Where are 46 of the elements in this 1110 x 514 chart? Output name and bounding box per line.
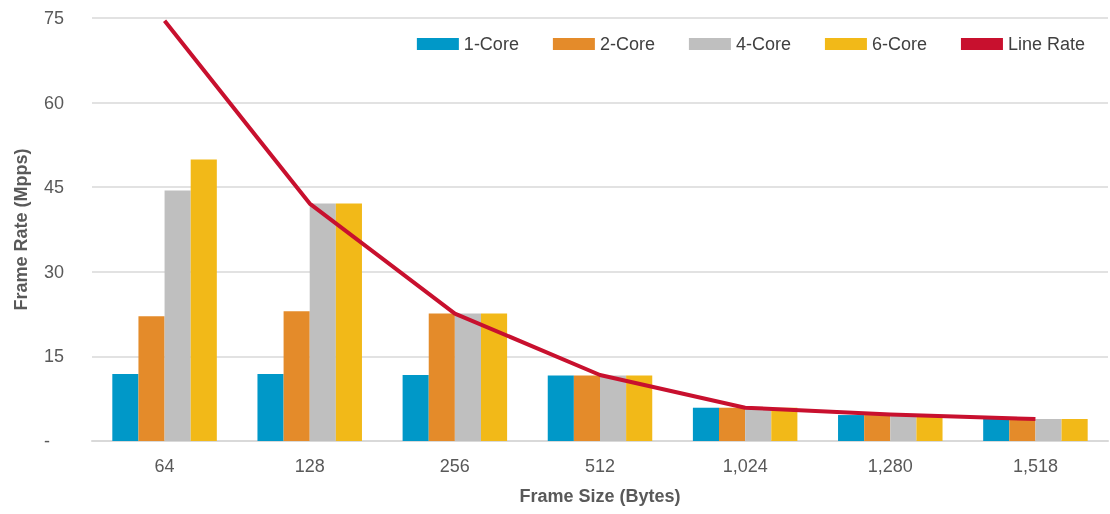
bar bbox=[600, 375, 627, 441]
bar bbox=[1061, 419, 1088, 441]
bar bbox=[838, 415, 865, 441]
legend-label: 1-Core bbox=[463, 34, 519, 54]
bar bbox=[626, 375, 653, 441]
x-tick-label: 512 bbox=[584, 456, 616, 476]
y-tick-label: 75 bbox=[44, 8, 65, 28]
bar bbox=[864, 415, 891, 441]
y-tick-label: 30 bbox=[44, 261, 65, 282]
bar bbox=[745, 407, 772, 441]
x-tick-label: 256 bbox=[439, 456, 470, 476]
bar bbox=[335, 203, 362, 441]
bar bbox=[983, 419, 1010, 441]
bar bbox=[402, 375, 429, 441]
y-tick-label: 45 bbox=[44, 177, 65, 198]
y-tick-label: 60 bbox=[44, 92, 65, 113]
bar bbox=[257, 373, 284, 441]
bar bbox=[547, 375, 574, 441]
bar bbox=[1035, 419, 1062, 441]
bar bbox=[454, 313, 481, 441]
bar bbox=[890, 415, 917, 441]
x-axis-title: Frame Size (Bytes) bbox=[519, 486, 681, 506]
legend-label: 4-Core bbox=[735, 34, 791, 54]
bar bbox=[283, 311, 310, 441]
bar bbox=[138, 316, 165, 441]
x-tick-label: 1,024 bbox=[722, 456, 768, 476]
bar bbox=[309, 203, 336, 441]
legend-label: 2-Core bbox=[599, 34, 655, 54]
bar bbox=[719, 407, 746, 441]
bar bbox=[428, 313, 455, 441]
bar bbox=[112, 373, 139, 441]
y-axis-title: Frame Rate (Mpps) bbox=[11, 148, 31, 311]
bar bbox=[190, 159, 217, 441]
x-tick-label: 1,280 bbox=[867, 456, 913, 476]
bar bbox=[164, 190, 191, 441]
bar bbox=[1009, 419, 1036, 441]
x-tick-label: 128 bbox=[294, 456, 325, 476]
bar bbox=[692, 407, 720, 441]
y-tick-label: - bbox=[44, 431, 50, 451]
legend-label: Line Rate bbox=[1007, 34, 1086, 54]
bar bbox=[573, 375, 600, 441]
legend-label: 6-Core bbox=[871, 34, 927, 54]
bar bbox=[480, 313, 508, 441]
x-tick-label: 64 bbox=[154, 456, 175, 476]
y-tick-label: 15 bbox=[44, 346, 65, 367]
x-tick-label: 1,518 bbox=[1012, 456, 1058, 476]
